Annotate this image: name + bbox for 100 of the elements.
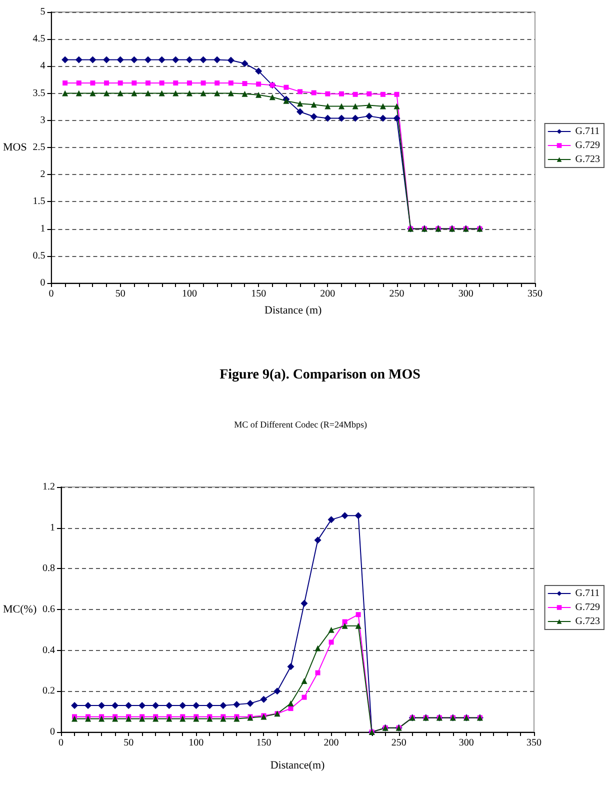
point [104, 90, 110, 96]
x-tick-label: 350 [528, 288, 542, 300]
point [354, 512, 362, 520]
y-tick-label: 3 [40, 114, 46, 126]
point [355, 622, 362, 629]
point [379, 114, 386, 122]
y-tick-label: 0 [40, 278, 46, 288]
y-tick-label: 2.5 [32, 142, 46, 153]
point [269, 94, 276, 100]
point [116, 56, 124, 64]
point [220, 716, 226, 722]
point [90, 90, 96, 96]
point [89, 56, 96, 64]
point [112, 716, 118, 722]
point [152, 702, 160, 709]
point [328, 626, 334, 633]
point [366, 91, 372, 96]
point [166, 702, 173, 709]
point [72, 716, 78, 722]
point [393, 114, 400, 122]
y-tick-label: 0 [50, 726, 56, 738]
point [310, 102, 317, 108]
y-tick-label: 1.5 [32, 196, 46, 208]
y-tick-label: 3.5 [32, 88, 46, 99]
point [241, 60, 248, 67]
point [152, 716, 159, 722]
point [98, 702, 106, 709]
point [206, 702, 214, 709]
point [274, 688, 281, 695]
point [214, 90, 220, 96]
y-tick-label: 0.8 [42, 563, 56, 574]
legend-label: G.723 [575, 616, 600, 627]
point [214, 80, 220, 86]
point [310, 113, 318, 120]
point [145, 80, 150, 86]
point [338, 91, 344, 96]
point [126, 716, 132, 722]
point [158, 90, 165, 96]
point [85, 716, 92, 722]
x-tick-label: 150 [251, 288, 266, 300]
point [352, 103, 358, 110]
point [200, 80, 206, 86]
point [284, 84, 289, 90]
point [166, 716, 172, 722]
point [186, 56, 193, 64]
point [288, 700, 294, 706]
point [242, 81, 248, 86]
legend-label: G.729 [575, 140, 600, 151]
point [288, 706, 294, 712]
point [76, 80, 82, 86]
x-tick-label: 250 [389, 288, 404, 300]
y-tick-label: 4 [40, 60, 46, 72]
point [131, 90, 138, 96]
point [394, 92, 400, 97]
point [298, 89, 303, 94]
point [394, 103, 400, 110]
point [242, 90, 248, 97]
point [76, 90, 82, 96]
point [256, 92, 262, 98]
point [214, 56, 221, 64]
point [186, 80, 192, 86]
point [338, 103, 344, 110]
x-tick-label: 150 [256, 738, 272, 748]
point [325, 91, 330, 96]
point [302, 694, 307, 700]
point [324, 114, 332, 122]
point [301, 678, 308, 684]
point [233, 700, 240, 708]
point [172, 56, 180, 64]
point [366, 102, 372, 108]
point [356, 612, 361, 618]
legend-label: G.729 [575, 602, 600, 613]
point [118, 80, 123, 86]
point [227, 56, 234, 64]
y-tick-label: 0.5 [32, 250, 46, 262]
point [311, 90, 316, 96]
point [144, 56, 152, 64]
y-tick-label: 0.2 [42, 686, 56, 697]
point [62, 90, 68, 96]
point [228, 90, 234, 96]
point [366, 112, 373, 120]
y-axis-title: MOS [3, 142, 27, 154]
y-tick-label: 5 [40, 6, 46, 18]
point [138, 702, 146, 709]
x-tick-label: 300 [458, 288, 474, 300]
point [200, 90, 206, 96]
point [139, 716, 146, 722]
point [314, 536, 322, 544]
legend-label: G.711 [575, 588, 600, 599]
y-axis-title: MC(%) [3, 604, 37, 616]
x-tick-label: 200 [320, 288, 336, 300]
point [186, 90, 192, 96]
point [125, 702, 132, 709]
point [380, 92, 386, 97]
point [62, 56, 69, 64]
point [324, 103, 331, 110]
point [132, 80, 137, 86]
point [62, 80, 68, 86]
point [173, 80, 178, 86]
point [117, 90, 124, 96]
